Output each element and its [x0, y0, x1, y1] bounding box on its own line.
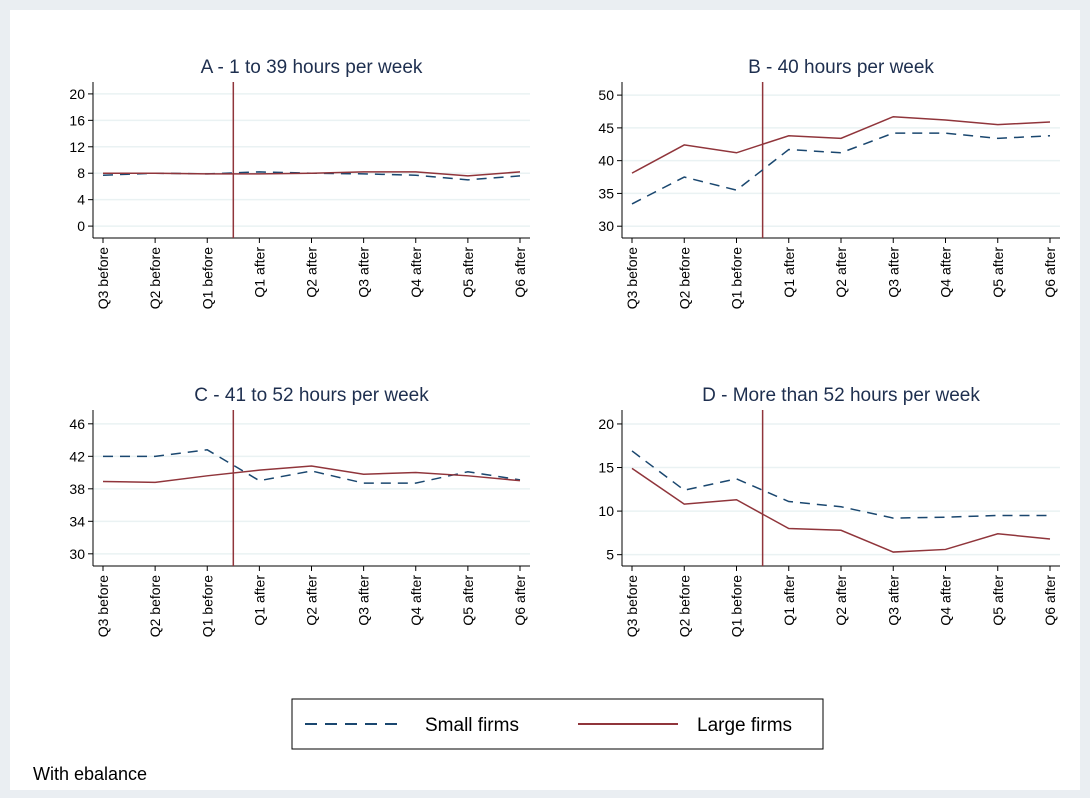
x-tick-label: Q3 before: [95, 247, 111, 309]
x-tick-label: Q6 after: [512, 247, 528, 298]
x-tick-label: Q4 after: [408, 247, 424, 298]
y-tick-label: 20: [598, 416, 614, 432]
series-line: [631, 115, 1051, 174]
x-tick-label: Q2 after: [304, 575, 320, 626]
x-tick-label: Q6 after: [512, 575, 528, 626]
x-tick-label: Q2 before: [147, 575, 163, 637]
x-tick-label: Q3 before: [95, 575, 111, 637]
y-tick-label: 45: [598, 120, 614, 136]
legend-label: Large firms: [697, 715, 792, 736]
x-tick-label: Q1 before: [199, 247, 215, 309]
x-tick-label: Q2 before: [676, 575, 692, 637]
series-line: [103, 449, 521, 484]
y-tick-label: 12: [69, 139, 85, 155]
x-tick-label: Q3 before: [624, 247, 640, 309]
y-tick-label: 5: [606, 547, 614, 563]
x-tick-label: Q1 before: [729, 575, 745, 637]
x-tick-label: Q1 after: [781, 575, 797, 626]
x-tick-label: Q5 after: [460, 575, 476, 626]
x-tick-label: Q3 after: [356, 247, 372, 298]
x-tick-label: Q2 after: [304, 247, 320, 298]
y-tick-label: 0: [77, 218, 85, 234]
x-tick-label: Q1 before: [729, 247, 745, 309]
y-tick-label: 20: [69, 86, 85, 102]
x-tick-label: Q3 after: [885, 247, 901, 298]
series-line: [102, 465, 521, 484]
x-tick-label: Q5 after: [460, 247, 476, 298]
x-tick-label: Q2 after: [833, 247, 849, 298]
legend-box: [291, 698, 824, 750]
y-tick-label: 10: [598, 503, 614, 519]
series-line: [103, 171, 521, 177]
panel-title: D - More than 52 hours per week: [702, 385, 980, 406]
y-tick-label: 16: [69, 112, 85, 128]
panel-title: C - 41 to 52 hours per week: [194, 385, 429, 406]
x-tick-label: Q4 after: [408, 575, 424, 626]
x-tick-label: Q1 after: [251, 575, 267, 626]
y-tick-label: 40: [598, 153, 614, 169]
panel-title: B - 40 hours per week: [748, 57, 934, 78]
graph-region: [10, 10, 1080, 790]
x-tick-label: Q3 after: [885, 575, 901, 626]
series-line: [631, 132, 1051, 205]
y-tick-label: 30: [598, 218, 614, 234]
x-tick-label: Q1 after: [781, 247, 797, 298]
y-tick-label: 46: [69, 416, 85, 432]
x-tick-label: Q6 after: [1042, 575, 1058, 626]
y-tick-label: 38: [69, 481, 85, 497]
x-tick-label: Q3 before: [624, 575, 640, 637]
y-tick-label: 4: [77, 192, 85, 208]
y-tick-label: 34: [69, 513, 85, 529]
x-tick-label: Q4 after: [938, 247, 954, 298]
x-tick-label: Q3 after: [356, 575, 372, 626]
x-tick-label: Q1 before: [199, 575, 215, 637]
y-tick-label: 35: [598, 185, 614, 201]
y-tick-label: 8: [77, 165, 85, 181]
x-tick-label: Q1 after: [251, 247, 267, 298]
x-tick-label: Q6 after: [1042, 247, 1058, 298]
y-tick-label: 50: [598, 87, 614, 103]
x-tick-label: Q5 after: [990, 575, 1006, 626]
x-tick-label: Q2 after: [833, 575, 849, 626]
x-tick-label: Q4 after: [938, 575, 954, 626]
y-tick-label: 15: [598, 460, 614, 476]
y-tick-label: 30: [69, 546, 85, 562]
y-tick-label: 42: [69, 448, 85, 464]
note: With ebalance: [33, 764, 147, 784]
x-tick-label: Q5 after: [990, 247, 1006, 298]
x-tick-label: Q2 before: [676, 247, 692, 309]
panel-title: A - 1 to 39 hours per week: [201, 57, 423, 78]
series-line: [631, 467, 1051, 553]
legend-label: Small firms: [425, 715, 519, 736]
x-tick-label: Q2 before: [147, 247, 163, 309]
series-line: [631, 450, 1050, 519]
